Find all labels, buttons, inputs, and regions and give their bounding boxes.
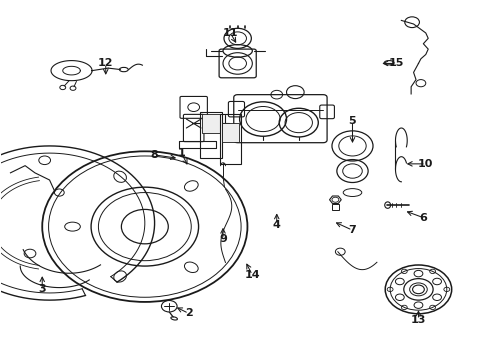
Text: 13: 13 — [411, 315, 426, 325]
Text: 14: 14 — [245, 270, 260, 280]
Text: 12: 12 — [98, 58, 114, 68]
Text: 10: 10 — [418, 159, 434, 169]
Text: 4: 4 — [273, 220, 281, 230]
Text: 8: 8 — [151, 150, 158, 160]
Text: 9: 9 — [219, 234, 227, 244]
Bar — [200, 112, 221, 158]
Text: 3: 3 — [38, 284, 46, 294]
Text: 7: 7 — [348, 225, 356, 235]
Text: 6: 6 — [419, 213, 427, 222]
Text: 11: 11 — [222, 28, 238, 38]
Text: 15: 15 — [389, 58, 404, 68]
Bar — [202, 114, 220, 134]
Text: 1: 1 — [177, 148, 185, 158]
Bar — [332, 204, 339, 210]
Bar — [221, 123, 239, 142]
Text: 2: 2 — [185, 309, 193, 318]
Text: 5: 5 — [349, 116, 356, 126]
Bar — [220, 114, 241, 164]
